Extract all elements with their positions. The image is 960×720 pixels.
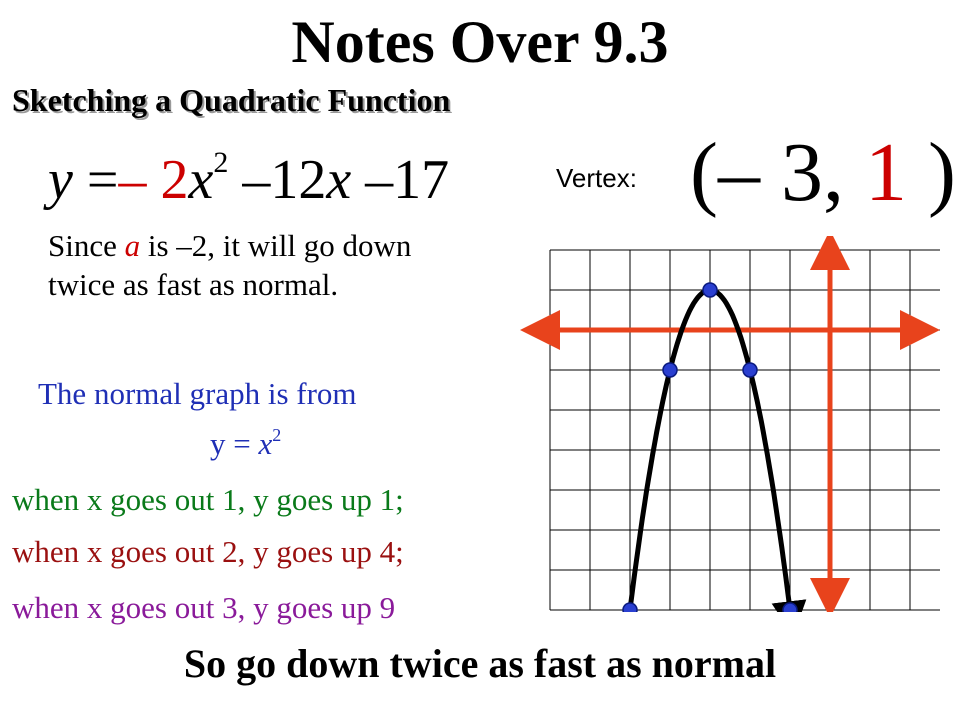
vertex-open-paren: ( xyxy=(690,126,718,219)
equation-x: x xyxy=(188,149,214,211)
graph-point xyxy=(782,602,798,612)
graph-point xyxy=(622,602,638,612)
equation-a-coefficient: – 2 xyxy=(118,149,189,211)
equation-constant: –17 xyxy=(351,149,450,211)
explanation-a-variable: a xyxy=(124,228,141,263)
graph-point xyxy=(662,362,678,378)
quadratic-equation: y =– 2x2 –12x –17 xyxy=(48,148,450,211)
vertex-close-paren: ) xyxy=(906,126,956,219)
vertex-value: (– 3, 1 ) xyxy=(690,125,956,221)
parabola-graph xyxy=(520,236,940,612)
normal-graph-y-eq: y = xyxy=(210,426,259,461)
plotted-points xyxy=(622,282,798,612)
page-title: Notes Over 9.3 xyxy=(291,9,669,75)
conclusion: So go down twice as fast as normal xyxy=(183,641,777,686)
normal-graph-equation: y = x2 xyxy=(210,426,281,462)
rule-line-3: when x goes out 3, y goes up 9 xyxy=(12,590,396,625)
equation-equals: = xyxy=(86,149,119,211)
explanation-prefix: Since xyxy=(48,228,125,263)
vertex-label: Vertex: xyxy=(556,163,637,193)
graph-point xyxy=(702,282,718,298)
equation-linear-term: –12 xyxy=(228,149,327,211)
graph-point xyxy=(742,362,758,378)
normal-graph-x: x xyxy=(258,426,273,461)
normal-graph-line: The normal graph is from xyxy=(38,376,357,411)
vertex-y: 1 xyxy=(864,126,907,219)
rule-line-2: when x goes out 2, y goes up 4; xyxy=(12,534,404,569)
subtitle: Sketching a Quadratic Function xyxy=(12,82,451,118)
explanation-suffix: is –2, it will go down twice as fast as … xyxy=(48,228,412,302)
rule-line-1: when x goes out 1, y goes up 1; xyxy=(12,482,404,517)
equation-x2: x xyxy=(326,149,352,211)
explanation-text: Since a is –2, it will go down twice as … xyxy=(48,226,468,304)
equation-exponent: 2 xyxy=(213,146,229,179)
vertex-x: – 3, xyxy=(717,126,865,219)
grid xyxy=(549,249,940,611)
equation-y: y xyxy=(48,149,73,211)
normal-graph-exponent: 2 xyxy=(272,425,282,445)
